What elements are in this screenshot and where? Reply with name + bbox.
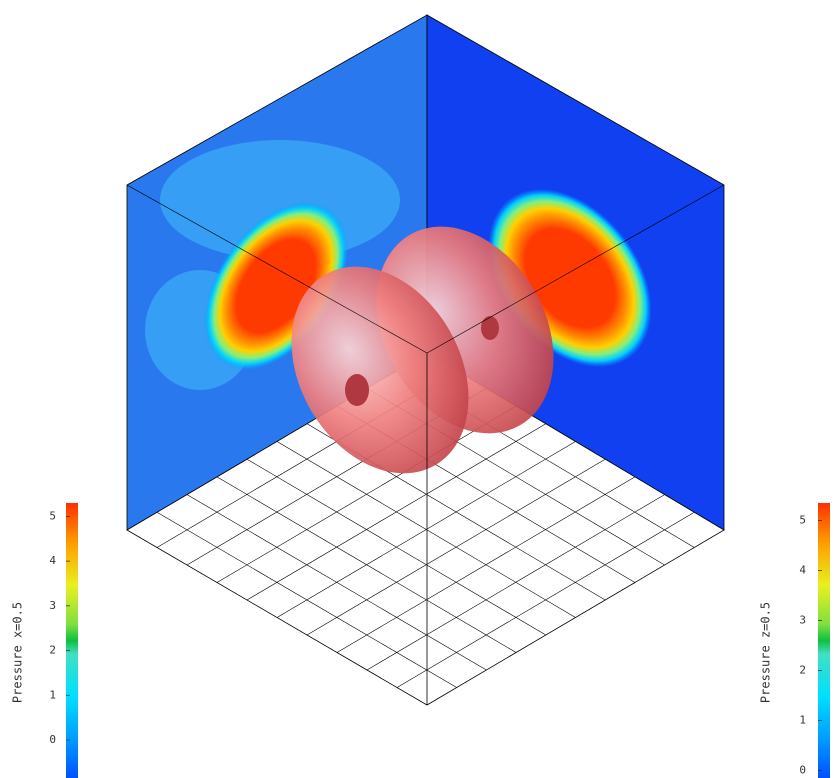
tick-label: 1 <box>49 688 56 701</box>
colorbar <box>818 503 830 778</box>
colorbar <box>66 503 78 778</box>
isosurface-hole <box>345 374 369 406</box>
tick-label: 3 <box>799 614 806 627</box>
tick-label: 1 <box>799 714 806 727</box>
grid-line <box>366 494 665 671</box>
grid-line <box>336 476 636 653</box>
grid-line <box>396 512 695 688</box>
isosurface-hole <box>481 316 499 340</box>
tick-label: 2 <box>49 644 56 657</box>
tick-label: 4 <box>49 554 56 567</box>
tick-label: 3 <box>49 599 56 612</box>
grid-line <box>276 441 576 618</box>
isosurface <box>291 266 469 474</box>
colorbar-label: Pressure x=0.5 <box>11 602 25 703</box>
cube <box>126 14 725 706</box>
tick-label: 4 <box>799 564 806 577</box>
tick-label: 5 <box>799 514 806 527</box>
floor-grid <box>156 370 695 688</box>
tick-label: 2 <box>799 664 806 677</box>
colorbar-label: Pressure z=0.5 <box>759 602 773 703</box>
grid-line <box>306 458 606 636</box>
tick-label: 0 <box>49 733 56 746</box>
tick-label: 5 <box>49 509 56 522</box>
tick-label: 0 <box>799 764 806 777</box>
